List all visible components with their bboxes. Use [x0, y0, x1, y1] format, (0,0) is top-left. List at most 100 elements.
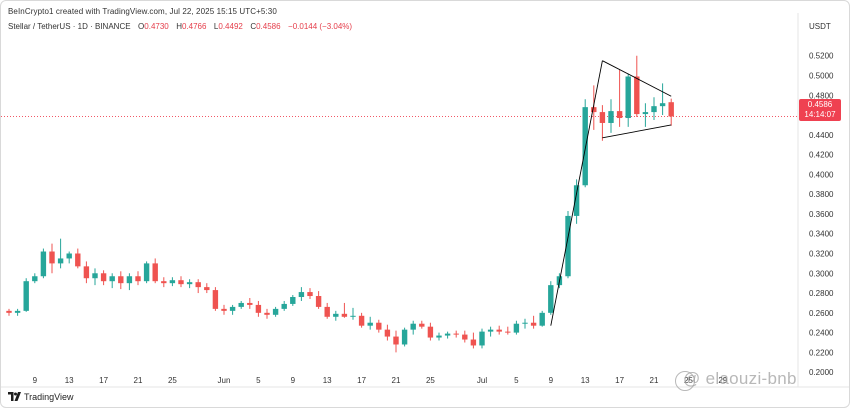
candle-body[interactable] [419, 323, 425, 327]
candle-body[interactable] [178, 280, 184, 285]
candle-body[interactable] [315, 296, 322, 307]
candle-body[interactable] [118, 276, 124, 284]
candle-body[interactable] [616, 111, 623, 119]
candle-body[interactable] [23, 281, 29, 311]
candle-body[interactable] [376, 322, 382, 330]
candle-body[interactable] [204, 287, 210, 291]
candle-body[interactable] [83, 266, 90, 279]
candle-body[interactable] [100, 273, 107, 282]
candle-body[interactable] [281, 303, 287, 309]
candle-body[interactable] [255, 304, 262, 313]
candle-body[interactable] [582, 107, 588, 186]
time-axis-tick: 21 [650, 376, 659, 385]
candle-body[interactable] [135, 276, 141, 282]
candle-body[interactable] [651, 106, 657, 113]
candle-body[interactable] [238, 302, 244, 307]
close-value: 0.4586 [256, 22, 281, 31]
candle-body[interactable] [548, 285, 554, 313]
candle-body[interactable] [324, 306, 330, 317]
candle-body[interactable] [444, 333, 451, 336]
candle-body[interactable] [625, 76, 631, 119]
candle-body[interactable] [341, 313, 348, 317]
candle-body[interactable] [513, 323, 520, 333]
candle-body[interactable] [14, 310, 21, 313]
candle-body[interactable] [152, 263, 158, 282]
candle-body[interactable] [6, 310, 12, 313]
candle-body[interactable] [126, 276, 133, 284]
candle-body[interactable] [427, 326, 434, 338]
pennant-lower-line [602, 124, 672, 139]
candle-body[interactable] [264, 312, 270, 315]
price-axis-tick: 0.2800 [809, 289, 834, 298]
candle-body[interactable] [522, 322, 528, 324]
candle-body[interactable] [505, 331, 511, 333]
candle-body[interactable] [487, 329, 494, 332]
candle-body[interactable] [470, 339, 477, 346]
candle-body[interactable] [401, 329, 408, 345]
price-axis-tick: 0.4800 [809, 91, 834, 100]
candle-body[interactable] [496, 329, 502, 332]
time-axis-tick: 9 [33, 376, 38, 385]
symbol-name[interactable]: Stellar / TetherUS · 1D · BINANCE [8, 22, 131, 31]
candle-body[interactable] [350, 315, 356, 317]
candle-body[interactable] [109, 276, 115, 282]
candle-body[interactable] [634, 76, 640, 115]
candle-body[interactable] [659, 103, 666, 107]
time-axis-tick: 9 [549, 376, 554, 385]
candle-body[interactable] [642, 112, 649, 115]
candle-body[interactable] [143, 263, 150, 282]
candle-body[interactable] [186, 282, 193, 285]
candle-body[interactable] [436, 335, 442, 338]
candle-body[interactable] [290, 297, 296, 304]
candle-body[interactable] [539, 312, 545, 326]
candle-body[interactable] [668, 102, 674, 117]
candle-body[interactable] [66, 253, 72, 259]
candle-body[interactable] [591, 107, 597, 113]
price-axis-tick: 0.5000 [809, 72, 834, 81]
candle-body[interactable] [221, 308, 227, 311]
candle-body[interactable] [358, 315, 365, 326]
candle-body[interactable] [40, 251, 47, 277]
candle-body[interactable] [195, 282, 201, 288]
price-axis-tick: 0.4000 [809, 170, 834, 179]
candle-body[interactable] [410, 323, 416, 330]
candle-body[interactable] [565, 215, 571, 277]
candle-body[interactable] [32, 276, 38, 282]
candle-body[interactable] [247, 302, 253, 305]
candle-body[interactable] [57, 258, 64, 264]
candle-body[interactable] [333, 313, 339, 317]
candle-body[interactable] [608, 111, 614, 123]
price-axis-tick: 0.5200 [809, 52, 834, 61]
candle-body[interactable] [367, 322, 373, 326]
candle-body[interactable] [272, 308, 279, 315]
candle-body[interactable] [599, 112, 606, 123]
time-axis-tick: 5 [514, 376, 519, 385]
candle-body[interactable] [307, 292, 313, 297]
candle-body[interactable] [298, 292, 305, 298]
price-axis-tick: 0.3800 [809, 190, 834, 199]
candle-body[interactable] [530, 322, 537, 326]
candle-body[interactable] [169, 280, 176, 284]
candle-body[interactable] [212, 290, 219, 309]
candle-body[interactable] [462, 334, 468, 340]
time-axis-tick: 21 [392, 376, 401, 385]
candle-body[interactable] [75, 253, 81, 267]
time-axis-tick: 9 [291, 376, 296, 385]
time-axis-tick: 25 [426, 376, 435, 385]
candle-body[interactable] [393, 336, 399, 345]
candle-body[interactable] [229, 306, 236, 311]
watermark-icon [675, 371, 695, 391]
candle-body[interactable] [92, 273, 98, 279]
tradingview-brand[interactable]: TradingView [24, 392, 74, 402]
candle-body[interactable] [384, 329, 391, 337]
time-axis-tick: 13 [65, 376, 74, 385]
pennant-pole-line [550, 60, 603, 326]
candle-body[interactable] [479, 331, 485, 346]
candle-body[interactable] [161, 281, 167, 284]
last-price-value: 0.4586 [807, 100, 833, 109]
open-value: 0.4730 [144, 22, 169, 31]
candle-body[interactable] [49, 251, 55, 264]
candle-body[interactable] [453, 333, 459, 335]
candle-body[interactable] [573, 185, 580, 216]
